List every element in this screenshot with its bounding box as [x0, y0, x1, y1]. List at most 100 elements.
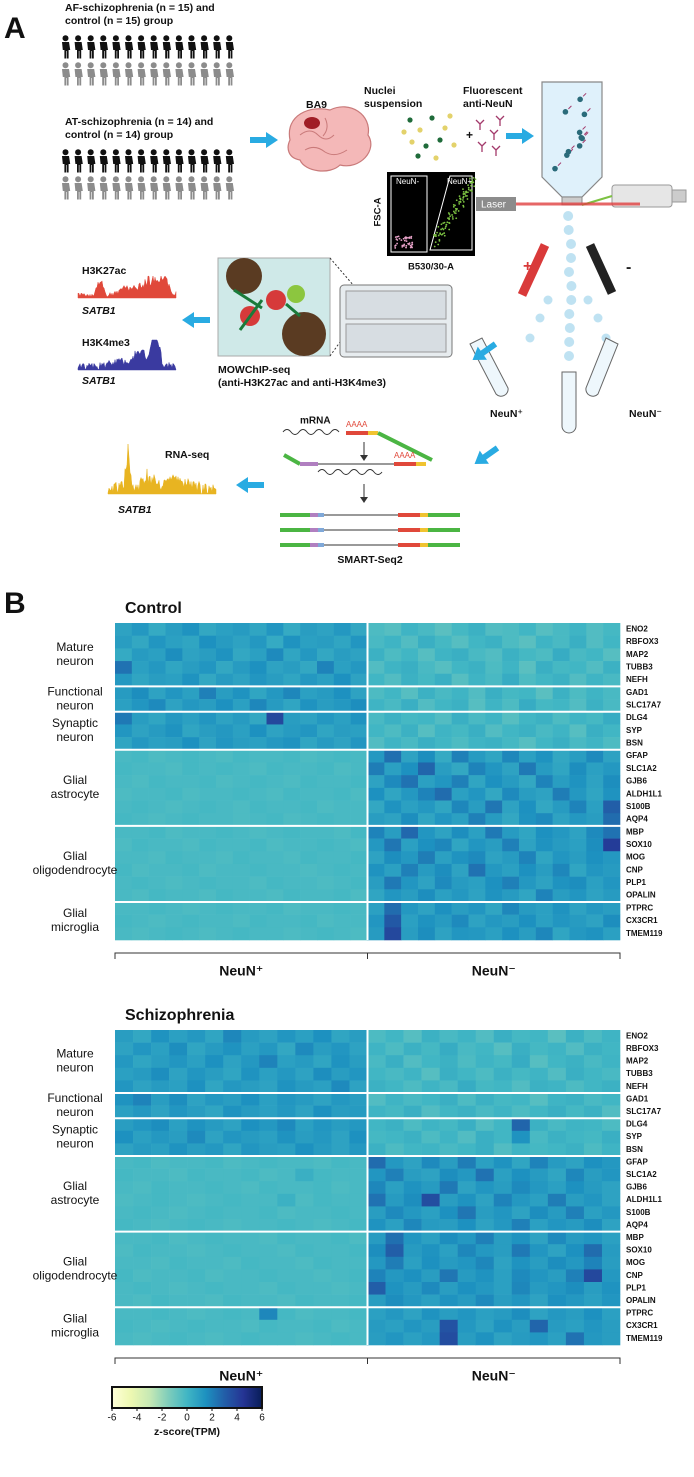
heatmap-cell — [529, 1042, 549, 1056]
heatmap-cell — [547, 1042, 567, 1056]
person-icon — [62, 62, 71, 86]
heatmap-cell — [259, 1093, 278, 1106]
heatmap-cell — [401, 699, 419, 713]
heatmap-cell — [586, 863, 604, 877]
heatmap-cell — [384, 673, 402, 687]
heatmap-cell — [552, 699, 570, 713]
heatmap-cell — [403, 1130, 422, 1144]
heatmap-cell — [547, 1067, 567, 1081]
heatmap-cell — [401, 749, 419, 763]
event-dot — [454, 207, 457, 210]
heatmap-cell — [439, 1055, 458, 1069]
heatmap-cell — [295, 1105, 314, 1119]
heatmap-cell — [457, 1244, 477, 1258]
event-dot — [394, 244, 397, 247]
heatmap-cell — [187, 1231, 206, 1245]
group-label: oligodendrocyte — [33, 863, 118, 877]
heatmap-cell — [259, 1143, 278, 1157]
heatmap-cell — [434, 914, 452, 928]
heatmap-cell — [385, 1080, 404, 1094]
heatmap-cell — [115, 889, 133, 903]
heatmap-cell — [151, 1307, 170, 1321]
heatmap-cell — [283, 787, 301, 801]
heatmap-cell — [151, 1193, 170, 1207]
nuclei-label: suspension — [364, 98, 422, 110]
event-dot — [443, 232, 446, 234]
heatmap-cell — [439, 1269, 458, 1283]
heatmap-cell — [385, 1282, 404, 1295]
person-icon — [125, 149, 134, 173]
heatmap-cell — [434, 825, 452, 839]
heatmap-cell — [535, 661, 553, 675]
heatmap-cell — [418, 787, 436, 801]
seg — [416, 462, 426, 466]
heatmap-cell — [535, 737, 553, 751]
heatmap-cell — [468, 838, 486, 852]
heatmap-cell — [511, 1294, 531, 1308]
heatmap-cell — [182, 673, 200, 687]
seg — [283, 453, 301, 466]
heatmap-cell — [187, 1067, 206, 1081]
heatmap-cell — [115, 775, 133, 789]
heatmap-cell — [529, 1282, 549, 1295]
heatmap-cell — [182, 876, 200, 890]
heatmap-cell — [266, 901, 284, 915]
heatmap-cell — [313, 1193, 332, 1207]
heatmap-cell — [266, 762, 284, 776]
heatmap-cell — [485, 927, 503, 941]
group-label: Mature — [56, 640, 94, 654]
heatmap-cell — [169, 1156, 188, 1169]
heatmap-cell — [259, 1030, 278, 1043]
heatmap-cell — [266, 686, 284, 700]
heatmap-cell — [151, 1244, 170, 1258]
heatmap-cell — [313, 1143, 332, 1157]
heatmap-cell — [331, 1181, 350, 1195]
heatmap-cell — [115, 914, 133, 928]
heatmap-cell — [331, 1105, 350, 1119]
seg — [346, 431, 368, 435]
heatmap-cell — [439, 1168, 458, 1182]
heatmap-cell — [241, 1080, 260, 1094]
heatmap-cell — [317, 800, 335, 814]
heatmap-cell — [205, 1143, 224, 1157]
heatmap-cell — [115, 1168, 134, 1182]
heatmap-cell — [205, 1093, 224, 1106]
heatmap-cell — [511, 1055, 531, 1069]
antibody-label: Fluorescent — [463, 85, 523, 97]
heatmap-cell — [583, 1244, 603, 1258]
heatmap-cell — [131, 775, 149, 789]
heatmap-cell — [485, 813, 503, 827]
heatmap-cell — [295, 1206, 314, 1220]
facs-dots — [394, 176, 477, 249]
heatmap-cell — [401, 724, 419, 738]
heatmap-cell — [317, 737, 335, 751]
event-dot — [444, 227, 447, 230]
heatmap-cell — [300, 889, 318, 903]
heatmap-cell — [468, 863, 486, 877]
heatmap-cell — [583, 1282, 603, 1295]
heatmap-cell — [401, 648, 419, 662]
heatmap-cell — [300, 699, 318, 713]
heatmap-cell — [133, 1206, 152, 1220]
heatmap-cell — [205, 1193, 224, 1207]
heatmap-cell — [300, 863, 318, 877]
heatmap-cell — [583, 1156, 603, 1169]
heatmap-cell — [148, 838, 166, 852]
heatmap-cell — [519, 800, 537, 814]
column-nucleus — [576, 129, 583, 136]
heatmap-cell — [586, 889, 604, 903]
heatmap-cell — [277, 1067, 296, 1081]
heatmap-cell — [300, 762, 318, 776]
heatmap-cell — [421, 1080, 440, 1094]
heatmap-cell — [169, 1319, 188, 1333]
library-seg — [324, 529, 398, 531]
heatmap-cell — [601, 1067, 621, 1081]
event-dot — [471, 181, 474, 184]
heatmap-cell — [385, 1042, 404, 1056]
heatmap-cell — [603, 914, 621, 928]
heatmap-cell — [485, 825, 503, 839]
heatmap-cell — [384, 876, 402, 890]
heatmap-cell — [583, 1332, 603, 1346]
heatmap-cell — [333, 813, 351, 827]
heatmap-title: Schizophrenia — [125, 1007, 234, 1024]
